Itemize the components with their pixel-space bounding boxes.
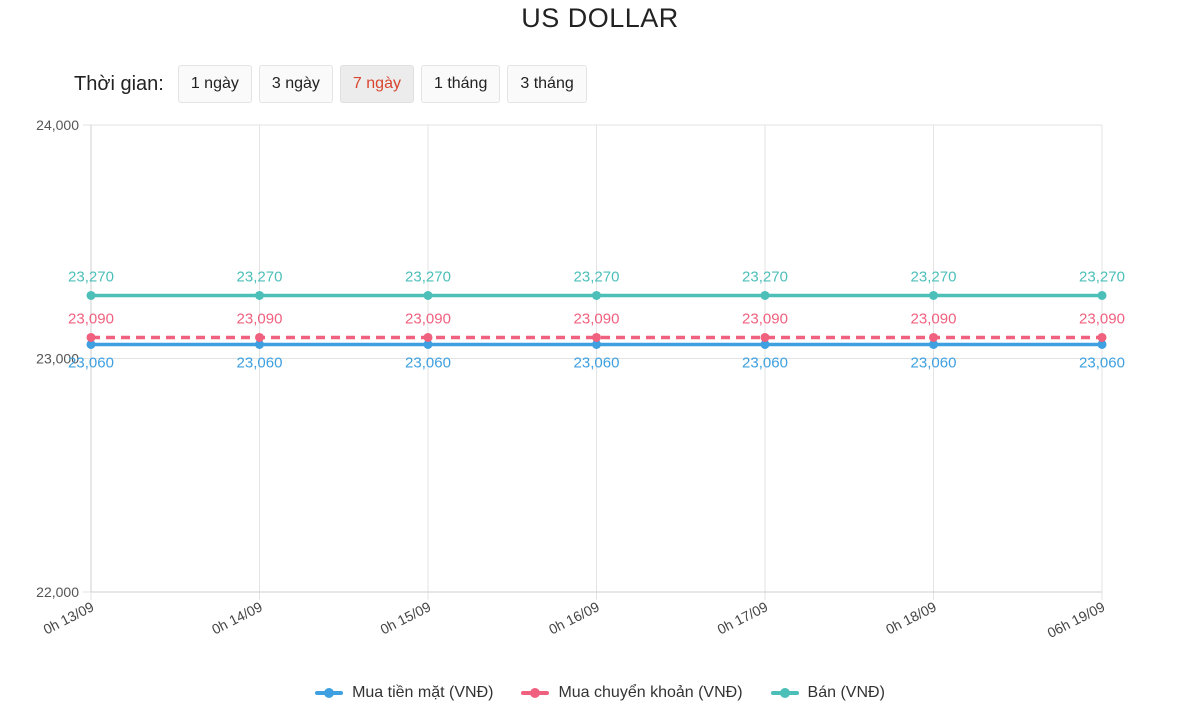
data-label: 23,270 [1079, 268, 1125, 285]
data-point [255, 332, 264, 342]
time-range-selector: Thời gian: 1 ngày 3 ngày 7 ngày 1 tháng … [74, 64, 594, 104]
y-tick-label: 24,000 [36, 117, 79, 133]
legend-swatch-transfer-buy [521, 688, 550, 698]
data-point [86, 290, 96, 300]
data-point [592, 332, 601, 342]
data-label: 23,090 [574, 310, 620, 327]
chart-title: US DOLLAR [521, 3, 679, 33]
legend-swatch-sell [770, 688, 799, 698]
legend-item-cash-buy[interactable]: Mua tiền mặt (VNĐ) [315, 684, 493, 702]
line-chart: 22,000 23,000 24,000 0h 13/09 0h 14/09 0h 15/… [36, 117, 1125, 641]
data-label: 23,060 [574, 354, 620, 371]
data-point [1097, 290, 1107, 300]
data-label: 23,090 [405, 310, 451, 327]
range-button-1-day[interactable]: 1 ngày [177, 65, 252, 103]
data-point [255, 290, 264, 300]
x-tick-label: 0h 16/09 [546, 598, 602, 637]
data-point [255, 339, 264, 349]
data-point [760, 339, 770, 349]
data-point [86, 339, 96, 349]
range-button-3-days[interactable]: 3 ngày [258, 65, 333, 103]
y-tick-label: 22,000 [36, 584, 79, 600]
data-point [86, 332, 96, 342]
data-point [929, 339, 938, 349]
data-label: 23,090 [911, 310, 957, 327]
data-point [760, 290, 770, 300]
data-label: 23,060 [911, 354, 957, 371]
range-button-3-months[interactable]: 3 tháng [507, 65, 587, 103]
data-label: 23,060 [742, 354, 788, 371]
x-tick-label: 0h 18/09 [883, 598, 939, 637]
data-label: 23,270 [405, 268, 451, 285]
data-label: 23,060 [68, 354, 114, 371]
data-label: 23,090 [68, 310, 114, 327]
data-point [592, 290, 601, 300]
data-label: 23,270 [911, 268, 957, 285]
data-point [760, 332, 770, 342]
y-tick-label: 23,000 [36, 351, 79, 367]
data-point [423, 339, 433, 349]
data-label: 23,060 [237, 354, 283, 371]
data-label: 23,090 [237, 310, 283, 327]
legend-item-transfer-buy[interactable]: Mua chuyển khoản (VNĐ) [521, 684, 743, 702]
range-button-7-days[interactable]: 7 ngày [339, 65, 414, 103]
x-tick-label: 0h 15/09 [378, 598, 434, 637]
legend-label-sell: Bán (VNĐ) [807, 684, 885, 701]
legend-label-transfer-buy: Mua chuyển khoản (VNĐ) [558, 684, 743, 701]
x-tick-label: 0h 14/09 [209, 598, 265, 637]
data-label: 23,270 [742, 268, 788, 285]
data-point [929, 332, 938, 342]
data-label: 23,060 [1079, 354, 1125, 371]
data-label: 23,270 [68, 268, 114, 285]
x-tick-label: 0h 17/09 [715, 598, 771, 637]
chart-legend: Mua tiền mặt (VNĐ) Mua chuyển khoản (VNĐ… [0, 684, 1200, 702]
x-tick-label: 0h 13/09 [41, 598, 97, 637]
legend-swatch-cash-buy [315, 688, 344, 698]
data-label: 23,270 [574, 268, 620, 285]
x-tick-label: 06h 19/09 [1045, 598, 1108, 641]
data-label: 23,090 [1079, 310, 1125, 327]
data-point [423, 290, 433, 300]
legend-item-sell[interactable]: Bán (VNĐ) [770, 684, 885, 702]
data-label: 23,270 [237, 268, 283, 285]
data-point [592, 339, 601, 349]
data-point [1097, 332, 1107, 342]
range-button-1-month[interactable]: 1 tháng [420, 65, 501, 103]
data-label: 23,060 [405, 354, 451, 371]
data-point [423, 332, 433, 342]
data-label: 23,090 [742, 310, 788, 327]
time-range-label: Thời gian: [74, 72, 164, 95]
data-point [1097, 339, 1107, 349]
data-point [929, 290, 938, 300]
legend-label-cash-buy: Mua tiền mặt (VNĐ) [352, 684, 494, 701]
